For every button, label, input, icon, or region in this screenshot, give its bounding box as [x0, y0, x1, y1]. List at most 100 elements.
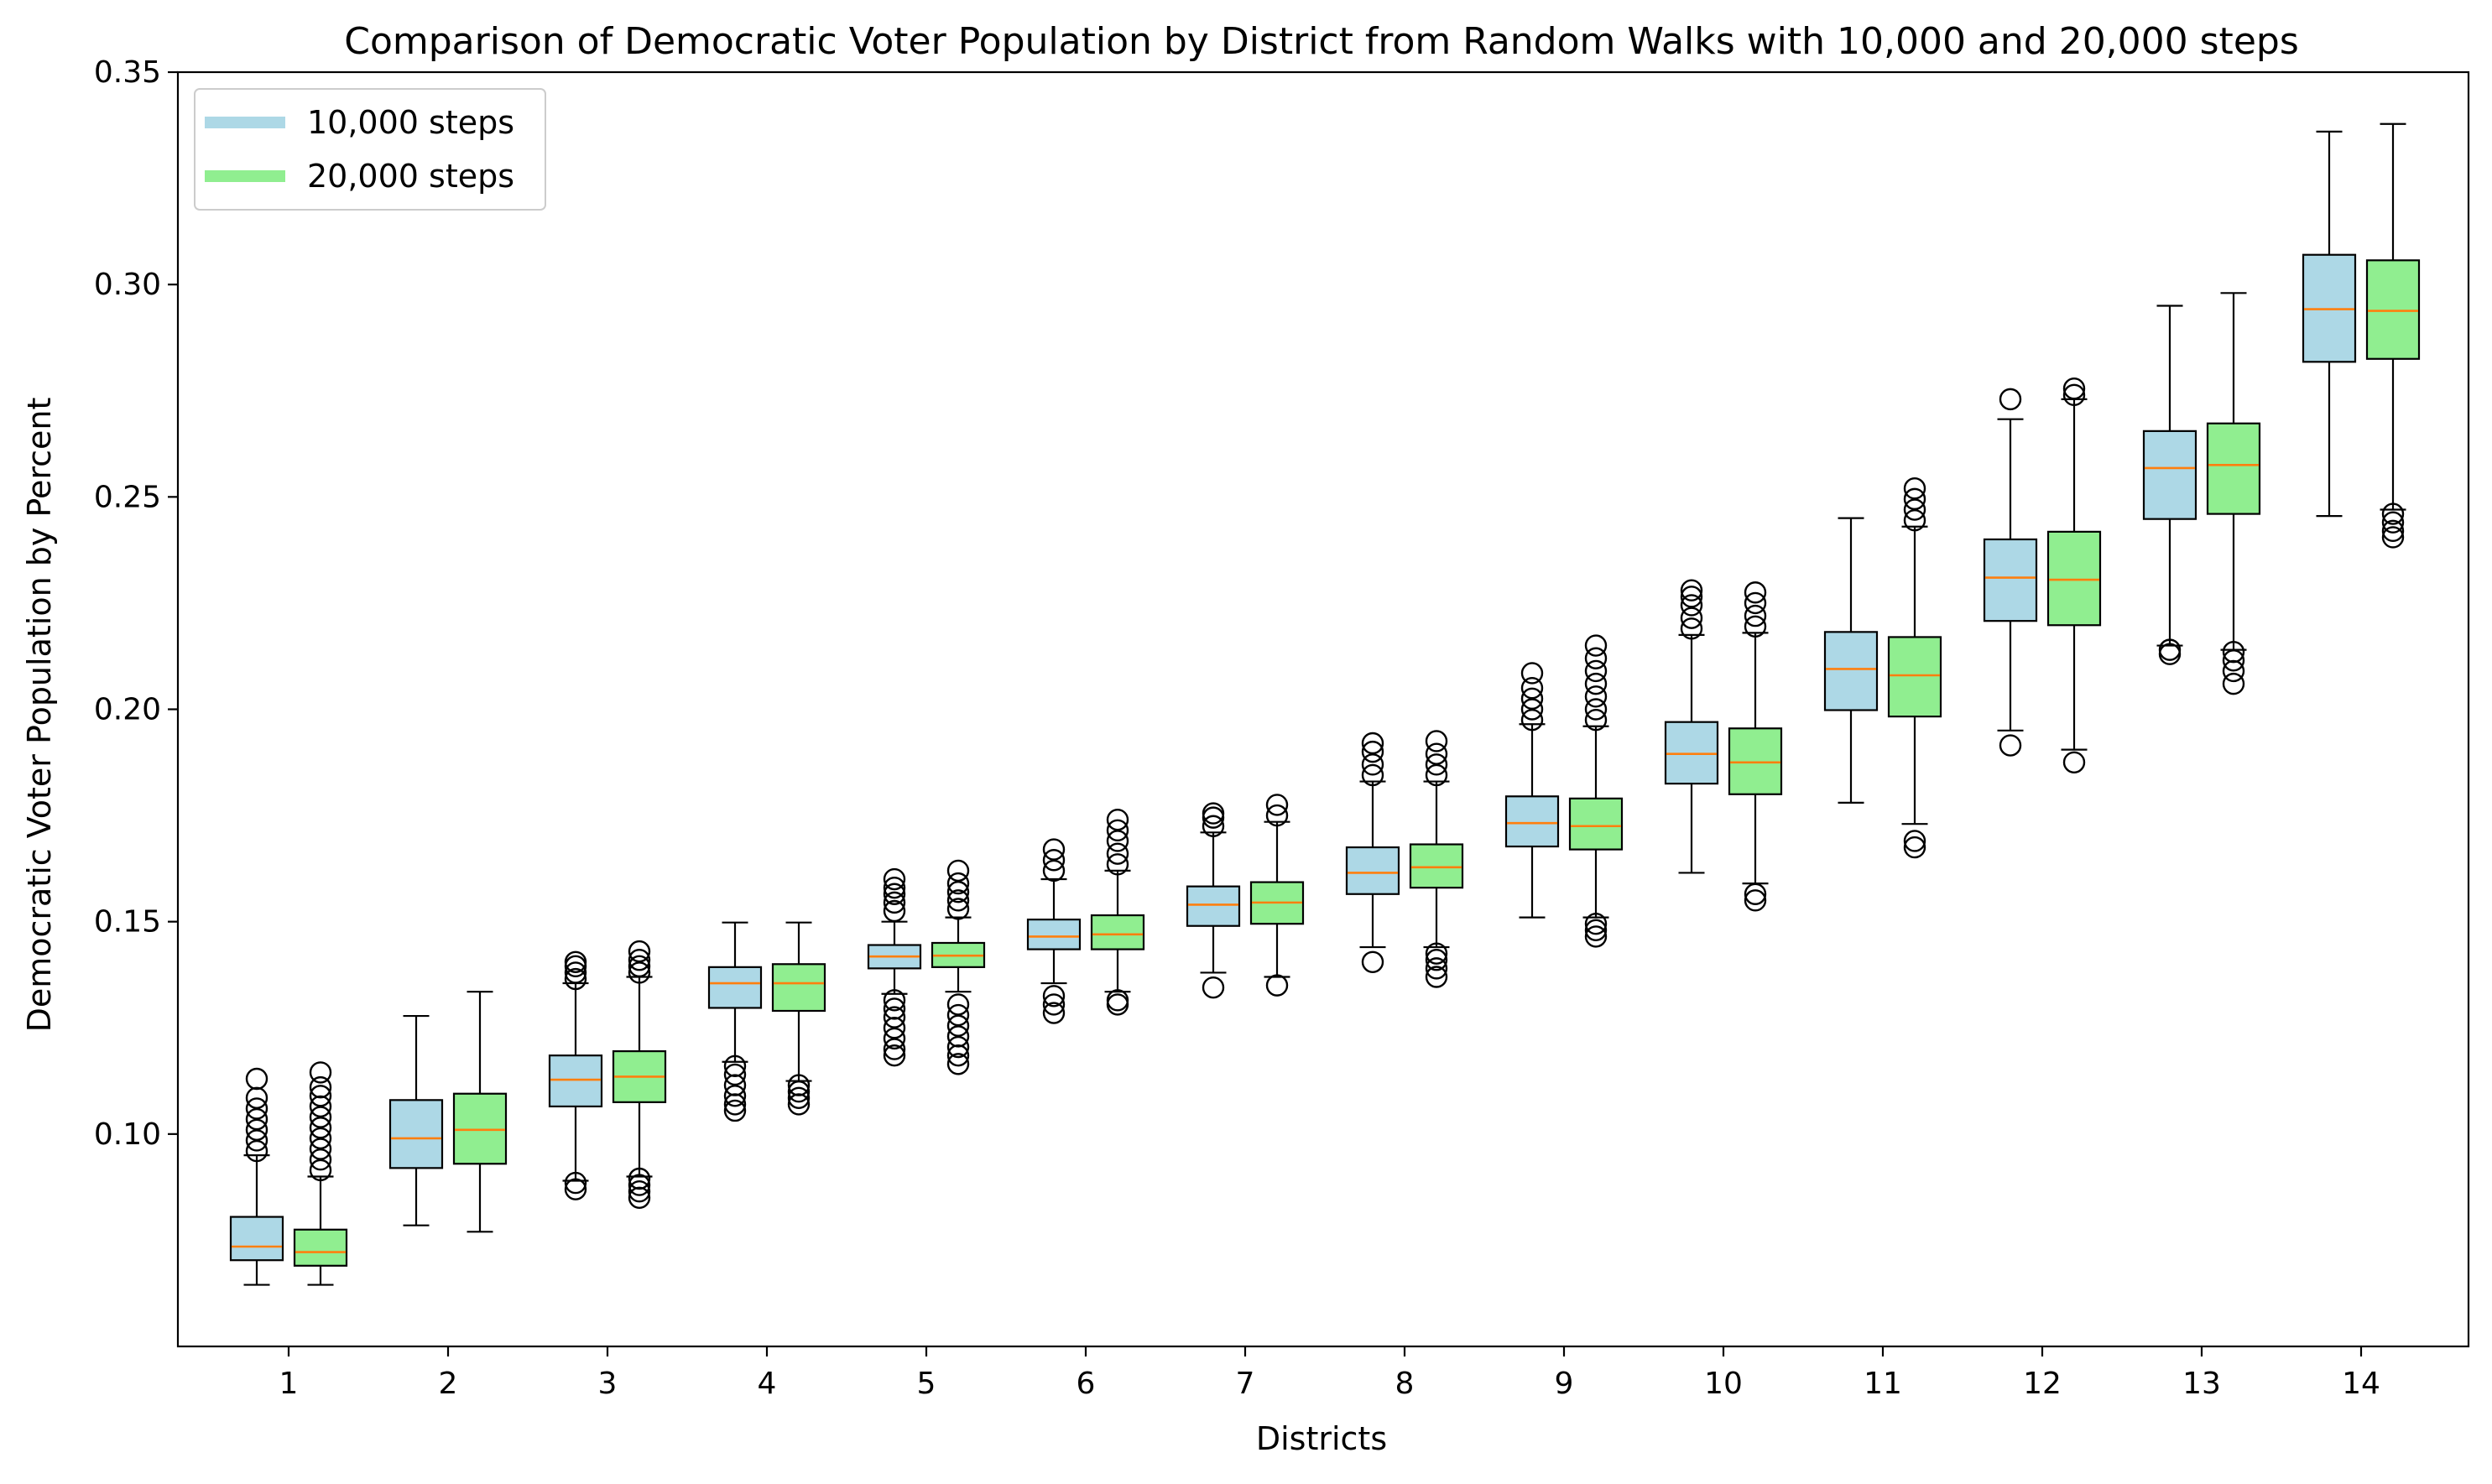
outlier-point	[1520, 708, 1544, 732]
outlier-point	[1361, 950, 1384, 973]
box-district-3-10000steps	[548, 950, 603, 1200]
outlier-point	[1106, 808, 1129, 831]
outlier-point	[2222, 640, 2245, 664]
outlier-point	[883, 867, 906, 891]
outlier-point	[883, 997, 906, 1020]
box-iqr	[1568, 797, 1624, 851]
outlier-point	[1744, 581, 1767, 604]
outlier-point	[2222, 649, 2245, 672]
outlier-point	[1744, 591, 1767, 615]
outlier-point	[1520, 687, 1544, 711]
outlier-point	[245, 1118, 268, 1141]
outlier-point	[1425, 957, 1448, 980]
outlier-point	[1584, 634, 1608, 657]
outlier-point	[1903, 836, 1926, 859]
y-axis-label: Democratic Voter Population by Percent	[21, 398, 58, 1033]
outlier-point	[1106, 842, 1129, 865]
outlier-point	[946, 1003, 970, 1027]
outlier-point	[1584, 672, 1608, 695]
outlier-point	[1106, 830, 1129, 852]
box-district-6-10000steps	[1026, 838, 1082, 1024]
box-district-9-10000steps	[1504, 662, 1560, 919]
outlier-point	[1744, 889, 1767, 912]
outlier-point	[1042, 1002, 1066, 1024]
outlier-point	[723, 1085, 747, 1107]
outlier-point	[1361, 753, 1384, 776]
box-iqr	[1186, 885, 1241, 927]
box-district-10-20000steps	[1728, 581, 1783, 912]
outlier-point	[946, 993, 970, 1016]
outlier-point	[787, 1086, 811, 1109]
outlier-point	[2381, 519, 2405, 543]
box-district-12-10000steps	[1983, 388, 2038, 757]
outlier-point	[628, 955, 651, 978]
outlier-point	[883, 1044, 906, 1067]
box-district-14-20000steps	[2365, 122, 2421, 549]
outlier-point	[883, 1038, 906, 1060]
outlier-point	[1202, 976, 1225, 999]
outlier-point	[1425, 942, 1448, 965]
box-district-12-20000steps	[2046, 378, 2102, 773]
legend-label: 10,000 steps	[307, 104, 514, 141]
outlier-point	[1744, 615, 1767, 638]
x-axis-label: Districts	[1256, 1420, 1387, 1457]
box-district-6-20000steps	[1090, 808, 1145, 1016]
outlier-point	[1680, 594, 1703, 617]
outlier-point	[1999, 388, 2022, 411]
outlier-point	[245, 1107, 268, 1131]
box-district-2-20000steps	[452, 991, 508, 1233]
outlier-point	[1520, 698, 1544, 721]
y-tick-label: 0.10	[94, 1117, 161, 1152]
outlier-point	[309, 1095, 332, 1118]
x-tick-label: 12	[2023, 1367, 2062, 1401]
outlier-point	[245, 1067, 268, 1091]
outlier-point	[946, 898, 970, 920]
outlier-point	[2062, 751, 2086, 773]
legend-label: 20,000 steps	[307, 158, 514, 195]
outlier-point	[1361, 763, 1384, 787]
box-district-2-10000steps	[388, 1014, 444, 1226]
outlier-point	[1042, 859, 1066, 883]
y-tick-label: 0.35	[94, 55, 161, 90]
outlier-point	[723, 1074, 747, 1096]
outlier-point	[946, 1044, 970, 1067]
plot-area: 0.100.150.200.250.300.351 2 3 4 5 6 7 8 9 10 11 12 1…	[94, 55, 2470, 1401]
outlier-point	[1584, 698, 1608, 721]
outlier-point	[1584, 925, 1608, 948]
outlier-point	[1680, 607, 1703, 629]
box-district-8-10000steps	[1345, 732, 1400, 973]
x-tick-label: 7	[1236, 1367, 1255, 1401]
box-iqr	[1887, 636, 1942, 718]
outlier-point	[723, 1099, 747, 1122]
outlier-point	[787, 1093, 811, 1116]
outlier-point	[309, 1127, 332, 1150]
box-iqr	[2142, 430, 2197, 520]
outlier-point	[883, 876, 906, 899]
outlier-point	[723, 1093, 747, 1116]
box-district-5-20000steps	[931, 859, 986, 1075]
outlier-point	[2158, 638, 2182, 661]
outlier-point	[1106, 819, 1129, 842]
box-district-13-10000steps	[2142, 305, 2197, 665]
outlier-point	[2222, 672, 2245, 695]
box-iqr	[1983, 538, 2038, 622]
outlier-point	[1520, 662, 1544, 685]
box-iqr	[1090, 914, 1145, 950]
outlier-point	[1202, 802, 1225, 825]
outlier-point	[1680, 586, 1703, 608]
outlier-point	[787, 1074, 811, 1096]
outlier-point	[883, 1027, 906, 1050]
box-district-1-10000steps	[229, 1067, 284, 1286]
outlier-point	[1425, 763, 1448, 787]
outlier-point	[309, 1117, 332, 1139]
outlier-point	[628, 1186, 651, 1209]
outlier-point	[1106, 993, 1129, 1016]
outlier-point	[946, 1014, 970, 1037]
outlier-point	[1903, 487, 1926, 511]
box-iqr	[2046, 530, 2102, 627]
box-iqr	[1345, 846, 1400, 895]
outlier-point	[1520, 676, 1544, 700]
outlier-point	[1425, 730, 1448, 752]
outlier-point	[309, 1106, 332, 1128]
outlier-point	[946, 1035, 970, 1059]
